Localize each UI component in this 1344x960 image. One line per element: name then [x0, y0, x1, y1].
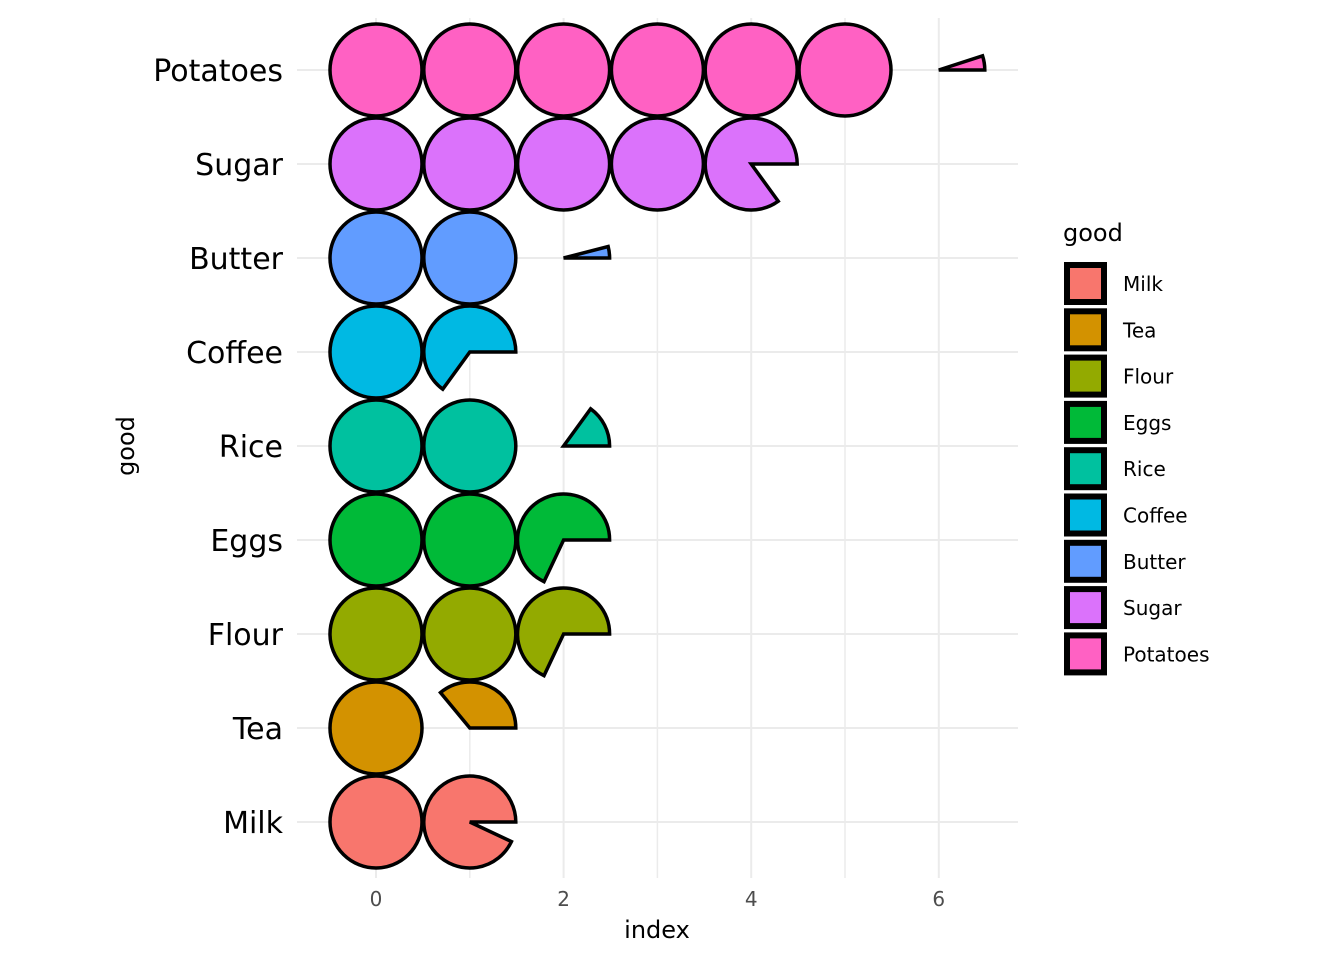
x-tick-label: 0 — [370, 887, 383, 911]
legend-key-coffee — [1064, 493, 1107, 537]
legend-label: Tea — [1122, 318, 1156, 342]
legend-key-potatoes — [1064, 632, 1107, 676]
pie-full-sugar — [328, 116, 424, 212]
legend-label: Eggs — [1123, 411, 1171, 435]
legend-label: Rice — [1123, 457, 1166, 481]
pie-partial-butter — [563, 244, 612, 260]
pie-full-milk — [328, 774, 424, 870]
legend-key-sugar — [1064, 586, 1107, 630]
y-tick-labels: Milk Tea Flour Eggs Rice Coffee Butter Sugar Pot… — [153, 54, 283, 841]
pie-partial-milk — [422, 774, 518, 870]
legend-label: Coffee — [1123, 504, 1188, 528]
pie-full-rice — [328, 398, 424, 494]
legend: good Milk Tea Flour Eggs Rice Coffee Butter Sug… — [1063, 219, 1209, 676]
pie-full-potatoes — [609, 22, 706, 118]
legend-key-milk — [1064, 262, 1107, 305]
x-tick-label: 6 — [932, 887, 945, 911]
x-tick-label: 2 — [557, 887, 570, 911]
pie-partial-tea — [438, 680, 518, 730]
y-tick-label: Tea — [232, 712, 283, 747]
pie-full-eggs — [422, 492, 518, 588]
x-tick-label: 4 — [745, 887, 758, 911]
legend-label: Flour — [1123, 365, 1174, 389]
pie-partial-coffee — [422, 304, 518, 392]
pie-full-eggs — [328, 492, 424, 588]
pie-full-sugar — [515, 116, 612, 212]
pie-full-tea — [328, 680, 424, 776]
y-tick-label: Rice — [219, 430, 283, 465]
x-tick-labels: 0 2 4 6 — [370, 887, 946, 911]
pie-full-butter — [328, 210, 424, 306]
pie-full-flour — [422, 586, 518, 682]
y-axis-title: good — [112, 416, 140, 476]
pie-full-potatoes — [422, 22, 518, 118]
legend-label: Sugar — [1123, 596, 1182, 620]
pie-full-potatoes — [328, 22, 424, 118]
pie-partial-rice — [560, 406, 612, 448]
pie-full-potatoes — [515, 22, 612, 118]
y-tick-label: Coffee — [186, 336, 283, 371]
legend-label: Potatoes — [1123, 642, 1209, 666]
y-tick-label: Eggs — [210, 524, 283, 559]
pie-partial-sugar — [703, 116, 799, 212]
legend-label: Butter — [1123, 550, 1186, 574]
pie-full-rice — [422, 398, 518, 494]
y-tick-label: Potatoes — [153, 54, 283, 89]
pie-full-butter — [422, 210, 518, 306]
legend-title: good — [1063, 219, 1123, 247]
legend-key-eggs — [1064, 400, 1107, 444]
pie-full-sugar — [422, 116, 518, 212]
pie-full-flour — [328, 586, 424, 682]
y-tick-label: Milk — [223, 806, 284, 841]
legend-key-tea — [1064, 308, 1107, 352]
pie-full-potatoes — [797, 22, 893, 118]
legend-key-rice — [1064, 447, 1107, 491]
legend-label: Milk — [1123, 272, 1163, 296]
pie-full-coffee — [328, 304, 424, 400]
pie-partial-eggs — [515, 492, 612, 584]
y-tick-label: Sugar — [195, 148, 283, 183]
legend-key-butter — [1064, 539, 1107, 583]
pie-full-potatoes — [703, 22, 799, 118]
legend-key-flour — [1064, 354, 1107, 398]
x-axis-title: index — [624, 916, 690, 944]
y-tick-label: Flour — [208, 618, 284, 653]
pie-partial-potatoes — [938, 53, 987, 72]
y-tick-label: Butter — [189, 242, 284, 277]
pie-full-sugar — [609, 116, 706, 212]
marks — [328, 22, 987, 870]
pie-partial-flour — [515, 586, 612, 678]
